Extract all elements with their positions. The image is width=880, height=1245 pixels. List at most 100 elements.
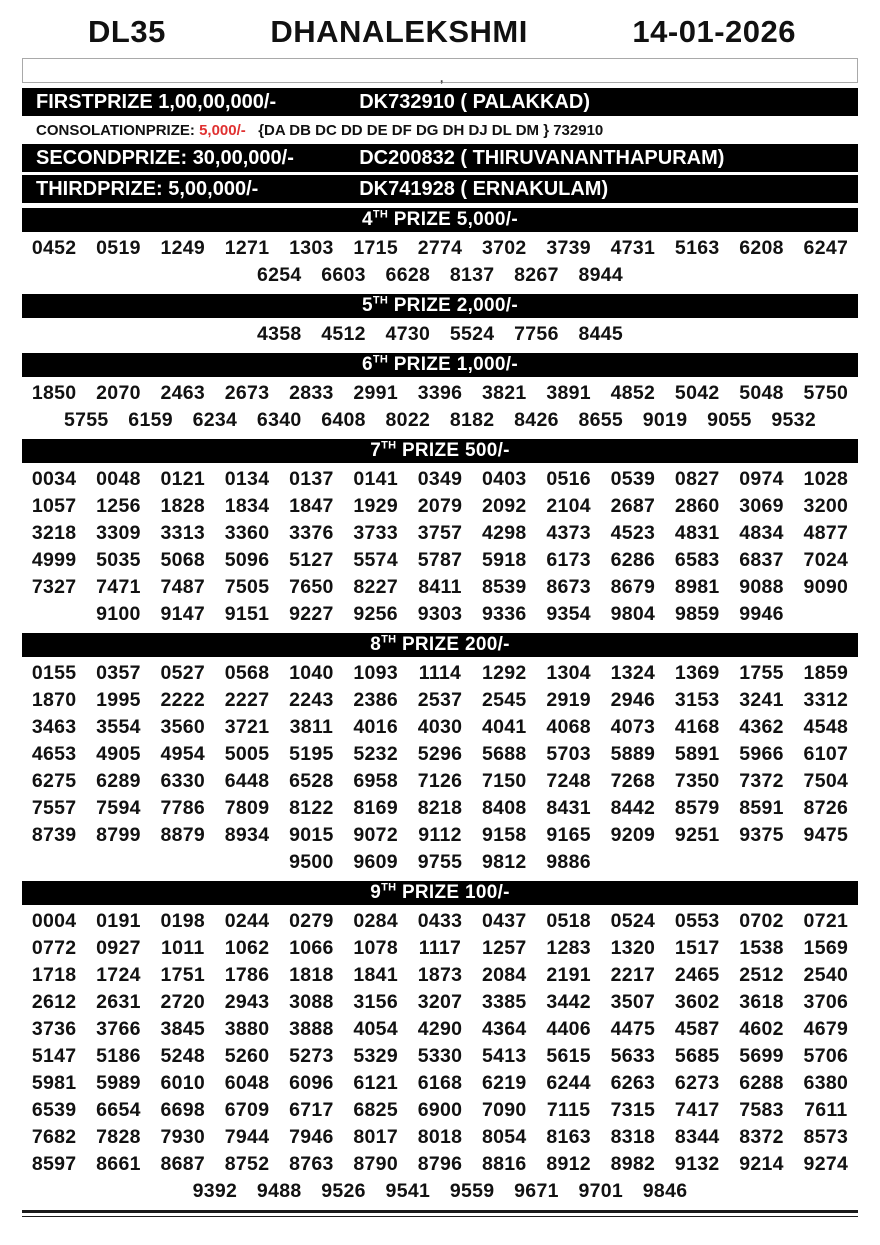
section-ordinal: TH [372,208,389,221]
prize-number: 8137 [449,264,495,286]
number-row: 0004 0191 0198 0244 0279 0284 0433 0437 0518 0524… [22,908,858,935]
prize-number: 8944 [578,264,624,286]
prize-number: 1078 [353,937,398,959]
prize-number: 7682 [31,1126,77,1148]
prize-number: 1028 [803,468,849,490]
prize-number: 4954 [160,743,206,765]
prize-number: 2463 [160,382,206,404]
prize-number: 9392 [192,1180,238,1202]
second-prize-row: SECONDPRIZE: 30,00,000/- DC200832 ( THIRU… [22,144,858,172]
prize-number: 8752 [224,1153,270,1175]
prize-number: 6288 [739,1072,784,1094]
number-row: 3218 3309 3313 3360 3376 3733 3757 4298 4373 4523… [22,520,858,547]
prize-number: 1369 [674,662,720,684]
prize-number: 0134 [224,468,270,490]
prize-amount: 30,00,000/- [192,146,294,169]
prize-number: 4016 [353,716,398,738]
prize-number: 4831 [674,522,720,544]
prize-number: 9256 [353,603,398,625]
prize-number: 2720 [160,991,206,1013]
prize-winning-number: {DA DB DC DD DE DF DG DH DJ DL DM } 7329… [258,121,604,139]
prize-number: 0527 [160,662,206,684]
prize-number: 1818 [289,964,334,986]
prize-number: 8982 [610,1153,656,1175]
prize-number: 0516 [546,468,591,490]
prize-number: 9846 [642,1180,688,1202]
prize-number: 6275 [31,770,77,792]
prize-number: 7115 [546,1099,591,1121]
prize-number: 0568 [224,662,270,684]
prize-number: 6698 [160,1099,206,1121]
lottery-name: DHANALEKSHMI [270,14,528,49]
prize-number: 6244 [546,1072,591,1094]
prize-number: 5787 [417,549,463,571]
prize-number: 0004 [31,910,77,932]
prize-number: 6010 [160,1072,206,1094]
prize-number: 2540 [803,964,849,986]
prize-number: 8796 [417,1153,463,1175]
prize-number: 5981 [31,1072,77,1094]
prize-number: 2991 [353,382,398,404]
prize-number: 8673 [546,576,591,598]
section-header: 6TH PRIZE 1,000/- [22,353,858,377]
prize-number: 4041 [482,716,527,738]
prize-number: 3721 [224,716,270,738]
prize-number: 1718 [31,964,77,986]
prize-number: 6254 [256,264,302,286]
prize-number: 2673 [224,382,270,404]
prize-number: 0452 [31,237,77,259]
prize-number: 2092 [482,495,527,517]
prize-number: 8597 [31,1153,77,1175]
prize-number: 1011 [161,937,205,959]
prize-number: 9214 [739,1153,784,1175]
prize-amount: 5,00,000/- [168,177,259,200]
prize-number: 5966 [739,743,784,765]
prize-number: 4523 [610,522,656,544]
prize-number: 3200 [803,495,849,517]
prize-number: 5755 [63,409,109,431]
number-row: 5981 5989 6010 6048 6096 6121 6168 6219 6244 6263… [22,1070,858,1097]
prize-number: 6340 [256,409,302,431]
prize-number: 8591 [739,797,784,819]
prize-number: 8426 [514,409,559,431]
prize-number: 9541 [385,1180,431,1202]
prize-number: 3891 [546,382,591,404]
prize-number: 9701 [578,1180,624,1202]
prize-number: 3442 [546,991,591,1013]
prize-number: 3360 [224,522,270,544]
section-ordinal: TH [381,881,397,894]
prize-number: 9055 [707,409,752,431]
prize-number: 8408 [482,797,527,819]
prize-number: 4834 [739,522,784,544]
prize-number: 8163 [546,1126,591,1148]
prize-number: 8182 [449,409,495,431]
prize-number: 7327 [31,576,77,598]
prize-number: 8122 [289,797,334,819]
prize-amount: 5,000/- [199,121,246,139]
prize-number: 3554 [96,716,141,738]
section-rank: 8 [370,634,382,655]
prize-label-amount: CONSOLATIONPRIZE: 5,000/- [36,122,258,139]
prize-number: 4731 [610,237,656,259]
section-label: PRIZE 5,000/- [388,209,518,230]
prize-number: 6448 [224,770,270,792]
number-row: 0772 0927 1011 1062 1066 1078 1117 1257 1283 1320… [22,935,858,962]
prize-number: 9886 [546,851,591,873]
prize-number: 5296 [417,743,463,765]
number-row: 0155 0357 0527 0568 1040 1093 1114 1292 1304 1324… [22,660,858,687]
prize-number: 9165 [546,824,591,846]
prize-number: 9100 [96,603,141,625]
prize-number: 0349 [417,468,463,490]
prize-number: 6289 [96,770,141,792]
number-row: 1870 1995 2222 2227 2243 2386 2537 2545 2919 2946… [22,687,858,714]
prize-number: 6168 [417,1072,463,1094]
prize-number: 0048 [96,468,141,490]
prize-label-amount: FIRSTPRIZE 1,00,00,000/- [36,91,359,114]
prize-number: 5615 [546,1045,591,1067]
prize-number: 7557 [31,797,77,819]
prize-number: 1517 [674,937,720,959]
prize-number: 5048 [739,382,784,404]
prize-number: 2946 [610,689,656,711]
prize-number: 7150 [482,770,527,792]
prize-number: 6528 [289,770,334,792]
